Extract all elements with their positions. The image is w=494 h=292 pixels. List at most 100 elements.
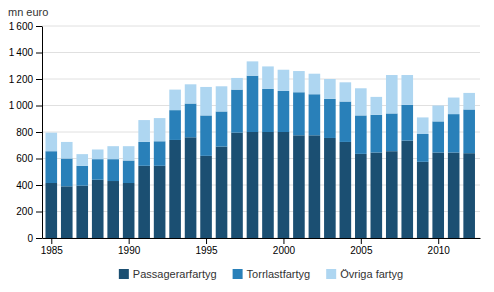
bar xyxy=(247,61,259,75)
x-tick: 2000 xyxy=(273,238,296,256)
bar xyxy=(45,183,57,238)
bar xyxy=(340,102,352,142)
bar xyxy=(76,166,88,186)
bar xyxy=(324,138,336,238)
bar xyxy=(107,159,119,181)
bar xyxy=(432,106,444,122)
bar xyxy=(185,137,197,238)
y-tick-mark xyxy=(36,53,42,54)
legend-label: Passagerarfartyg xyxy=(133,268,217,280)
bar xyxy=(293,71,305,92)
x-tick: 1985 xyxy=(41,238,64,256)
y-tick-mark xyxy=(36,106,42,107)
x-tick: 2005 xyxy=(350,238,373,256)
grid-line xyxy=(42,52,480,53)
x-tick-mark xyxy=(283,238,284,244)
bar xyxy=(61,186,73,238)
bar xyxy=(123,160,135,183)
bar xyxy=(107,181,119,238)
bars xyxy=(45,61,474,238)
y-tick-label: 1 600 xyxy=(9,21,34,32)
bar xyxy=(154,118,166,141)
bar xyxy=(200,87,212,115)
x-tick-label: 2005 xyxy=(350,245,373,256)
bar xyxy=(154,141,166,166)
bar xyxy=(61,159,73,187)
bar xyxy=(432,153,444,238)
bar xyxy=(262,66,274,89)
grid-line xyxy=(42,79,480,80)
grid-line xyxy=(42,105,480,106)
y-tick-mark xyxy=(36,212,42,213)
x-tick-label: 1985 xyxy=(41,245,64,256)
bar xyxy=(154,166,166,238)
legend-label: Övriga fartyg xyxy=(340,268,403,280)
bar xyxy=(448,153,460,238)
x-tick-mark xyxy=(438,238,439,244)
bar xyxy=(123,146,135,160)
y-axis: 0 200 400 600 800 1 000 1 200 1 400 1 600 xyxy=(9,21,43,244)
bar xyxy=(355,154,367,238)
bar xyxy=(107,146,119,159)
bar xyxy=(417,162,429,238)
legend-swatch xyxy=(233,269,243,279)
bar xyxy=(185,84,197,103)
bar xyxy=(169,140,181,238)
legend-item: Övriga fartyg xyxy=(326,268,403,280)
y-tick: 600 xyxy=(16,153,42,164)
bar xyxy=(138,166,150,238)
legend-label: Torrlastfartyg xyxy=(247,268,311,280)
y-tick: 1 600 xyxy=(9,21,42,32)
bar xyxy=(371,115,383,153)
bar xyxy=(123,183,135,238)
bar xyxy=(309,94,321,135)
bar xyxy=(138,120,150,142)
y-label: mn euro xyxy=(8,6,48,18)
x-tick-mark xyxy=(206,238,207,244)
bar xyxy=(463,153,475,238)
y-tick-mark xyxy=(36,26,42,27)
y-tick-label: 0 xyxy=(27,233,33,244)
y-tick: 200 xyxy=(16,206,42,217)
legend-item: Passagerarfartyg xyxy=(119,268,217,280)
bar xyxy=(247,76,259,132)
legend-swatch xyxy=(119,269,129,279)
x-tick-label: 2000 xyxy=(273,245,296,256)
chart: 0 200 400 600 800 1 000 1 200 1 400 1 600 1985 199… xyxy=(0,0,494,292)
bar xyxy=(262,132,274,238)
bar xyxy=(448,98,460,115)
y-tick: 400 xyxy=(16,180,42,191)
y-tick-label: 600 xyxy=(16,153,33,164)
bar xyxy=(371,97,383,115)
legend: Passagerarfartyg Torrlastfartyg Övriga far… xyxy=(119,268,403,280)
bar xyxy=(324,79,336,99)
legend-item: Torrlastfartyg xyxy=(233,268,311,280)
grid-line xyxy=(42,132,480,133)
bar xyxy=(169,90,181,111)
y-tick-label: 1 000 xyxy=(9,100,34,111)
bar xyxy=(463,109,475,153)
y-tick: 1 200 xyxy=(9,74,42,85)
bar xyxy=(309,74,321,95)
y-tick-label: 1 400 xyxy=(9,47,34,58)
bar xyxy=(200,115,212,155)
grid-line xyxy=(42,26,480,27)
bar xyxy=(371,153,383,238)
bar xyxy=(324,99,336,138)
bar xyxy=(216,147,228,238)
y-tick: 0 xyxy=(27,233,42,244)
x-tick: 2010 xyxy=(428,238,451,256)
bar xyxy=(309,135,321,238)
bar-series xyxy=(45,61,474,165)
bar xyxy=(340,82,352,101)
bar xyxy=(432,121,444,152)
y-tick-label: 800 xyxy=(16,127,33,138)
bar xyxy=(417,117,429,134)
bar xyxy=(401,105,413,141)
bar xyxy=(231,90,243,133)
x-tick-mark xyxy=(361,238,362,244)
bar xyxy=(138,142,150,166)
y-tick-mark xyxy=(36,159,42,160)
bar xyxy=(386,151,398,238)
x-tick-label: 1990 xyxy=(118,245,141,256)
